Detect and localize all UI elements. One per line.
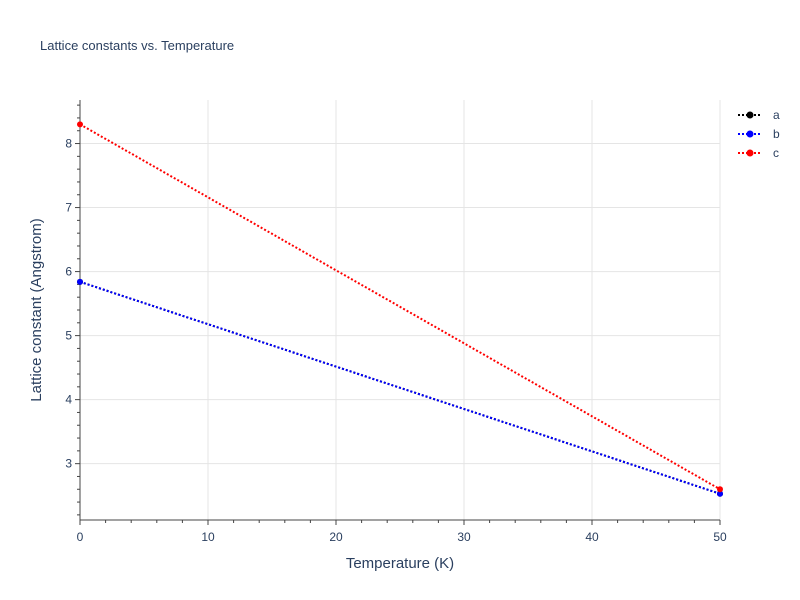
x-tick-label: 40 [585, 530, 599, 544]
x-tick-label: 0 [77, 530, 84, 544]
legend-marker-b [746, 130, 754, 138]
grid [80, 100, 721, 520]
data-point-c [77, 121, 83, 128]
data-point-b [77, 278, 83, 285]
x-tick-label: 10 [201, 530, 215, 544]
x-tick-label: 30 [457, 530, 471, 544]
y-tick-label: 5 [65, 329, 72, 343]
x-tick-label: 20 [329, 530, 343, 544]
axes: 0 10 20 30 40 50 3 4 5 6 7 8 [65, 100, 727, 544]
y-axis-title: Lattice constant (Angstrom) [28, 218, 45, 401]
legend-item-c: c [738, 146, 779, 160]
chart-title: Lattice constants vs. Temperature [40, 38, 234, 53]
legend-label-a: a [773, 108, 780, 122]
y-tick-label: 6 [65, 265, 72, 279]
legend-item-a: a [738, 108, 780, 122]
y-tick-label: 3 [65, 457, 72, 471]
y-tick-label: 8 [65, 137, 72, 151]
legend-marker-c [746, 149, 754, 157]
legend-label-b: b [773, 127, 780, 141]
data-point-c [717, 486, 723, 493]
legend: abc [738, 108, 780, 160]
legend-item-b: b [738, 127, 780, 141]
series-line-b [79, 280, 721, 495]
data-point-b [717, 490, 723, 497]
plot-area [77, 121, 723, 497]
x-tick-label: 50 [713, 530, 727, 544]
series-line-c [79, 123, 721, 491]
series-c [77, 121, 723, 493]
y-tick-label: 4 [65, 393, 72, 407]
legend-label-c: c [773, 146, 779, 160]
series-b [77, 278, 723, 497]
x-axis-title: Temperature (K) [346, 555, 454, 572]
y-tick-label: 7 [65, 201, 72, 215]
legend-marker-a [746, 111, 754, 119]
